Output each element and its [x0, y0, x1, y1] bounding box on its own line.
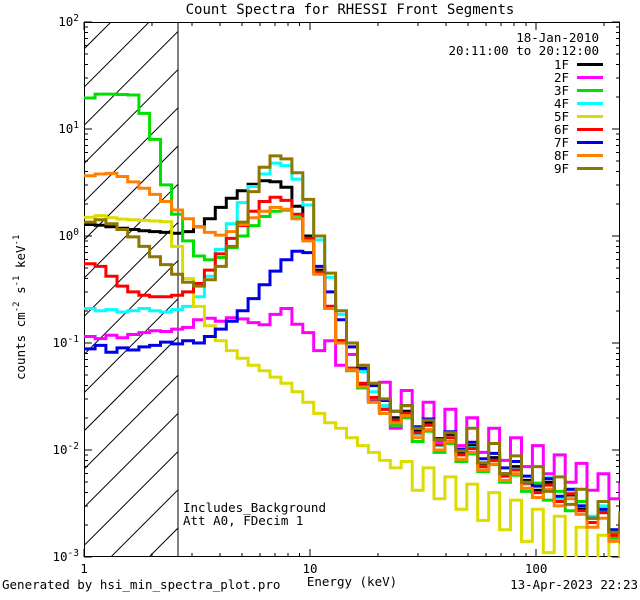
series-2F-curve: [84, 307, 620, 501]
legend-entry-2F: 2F: [553, 70, 603, 85]
series-7F-curve: [84, 249, 620, 532]
legend-entry-7F: 7F: [553, 135, 603, 150]
series-3F-curve: [84, 92, 620, 540]
plot-frame: [84, 22, 620, 557]
svg-text:101: 101: [58, 120, 79, 136]
legend-entry-3F: 3F: [553, 83, 603, 98]
legend-color-swatch: [577, 102, 603, 105]
svg-text:100: 100: [525, 561, 548, 576]
legend-entry-9F: 9F: [553, 161, 603, 176]
x-axis-title: Energy (keV): [306, 574, 398, 589]
svg-text:10-1: 10-1: [52, 334, 79, 350]
legend-color-swatch: [577, 63, 603, 66]
legend-time-range: 20:11:00 to 20:12:00: [448, 43, 599, 58]
legend-label: 5F: [553, 109, 569, 124]
annotation-background: Includes_Background: [183, 500, 326, 515]
legend-entry-8F: 8F: [553, 148, 603, 163]
legend-color-swatch: [577, 76, 603, 79]
detector-legend: 1F 2F 3F 4F 5F 6F 7F 8F 9F: [553, 57, 603, 176]
series-5F-curve: [84, 214, 620, 557]
legend-label: 2F: [553, 70, 569, 85]
legend-label: 8F: [553, 148, 569, 163]
svg-text:102: 102: [58, 13, 79, 29]
legend-entry-5F: 5F: [553, 109, 603, 124]
legend-color-swatch: [577, 128, 603, 131]
svg-text:10-3: 10-3: [52, 548, 79, 564]
svg-text:100: 100: [58, 227, 79, 243]
spectra-curves: [84, 92, 620, 557]
legend-color-swatch: [577, 167, 603, 170]
footer-timestamp: 13-Apr-2023 22:23: [510, 577, 638, 592]
legend-label: 4F: [553, 96, 569, 111]
axis-ticks: [83, 21, 620, 558]
footer-program-credit: Generated by hsi_min_spectra_plot.pro: [2, 577, 281, 592]
legend-color-swatch: [577, 115, 603, 118]
svg-text:10: 10: [303, 561, 318, 576]
excluded-region-hatching: [84, 22, 178, 557]
legend-label: 1F: [553, 57, 569, 72]
legend-color-swatch: [577, 154, 603, 157]
legend-color-swatch: [577, 89, 603, 92]
y-axis-title: counts cm-2 s-1 keV-1: [12, 234, 29, 380]
axis-tick-labels: 1 10 100 102 101 100 10-1 10-2 10-3: [52, 13, 547, 576]
legend-label: 6F: [553, 122, 569, 137]
annotation-attenuator: Att A0, FDecim 1: [183, 513, 304, 528]
svg-text:10-2: 10-2: [52, 441, 79, 457]
legend-datetime: 18-Jan-2010 20:11:00 to 20:12:00: [448, 31, 599, 57]
legend-entry-6F: 6F: [553, 122, 603, 137]
legend-entry-4F: 4F: [553, 96, 603, 111]
legend-label: 7F: [553, 135, 569, 150]
legend-color-swatch: [577, 141, 603, 144]
plot-annotation: Includes_Background Att A0, FDecim 1: [183, 501, 326, 527]
plot-title: Count Spectra for RHESSI Front Segments: [185, 2, 515, 18]
legend-entry-1F: 1F: [553, 57, 603, 72]
series-8F-curve: [84, 171, 620, 543]
svg-text:1: 1: [80, 561, 88, 576]
legend-date: 18-Jan-2010: [516, 30, 599, 45]
series-9F-curve: [84, 154, 620, 534]
legend-label: 9F: [553, 161, 569, 176]
legend-label: 3F: [553, 83, 569, 98]
